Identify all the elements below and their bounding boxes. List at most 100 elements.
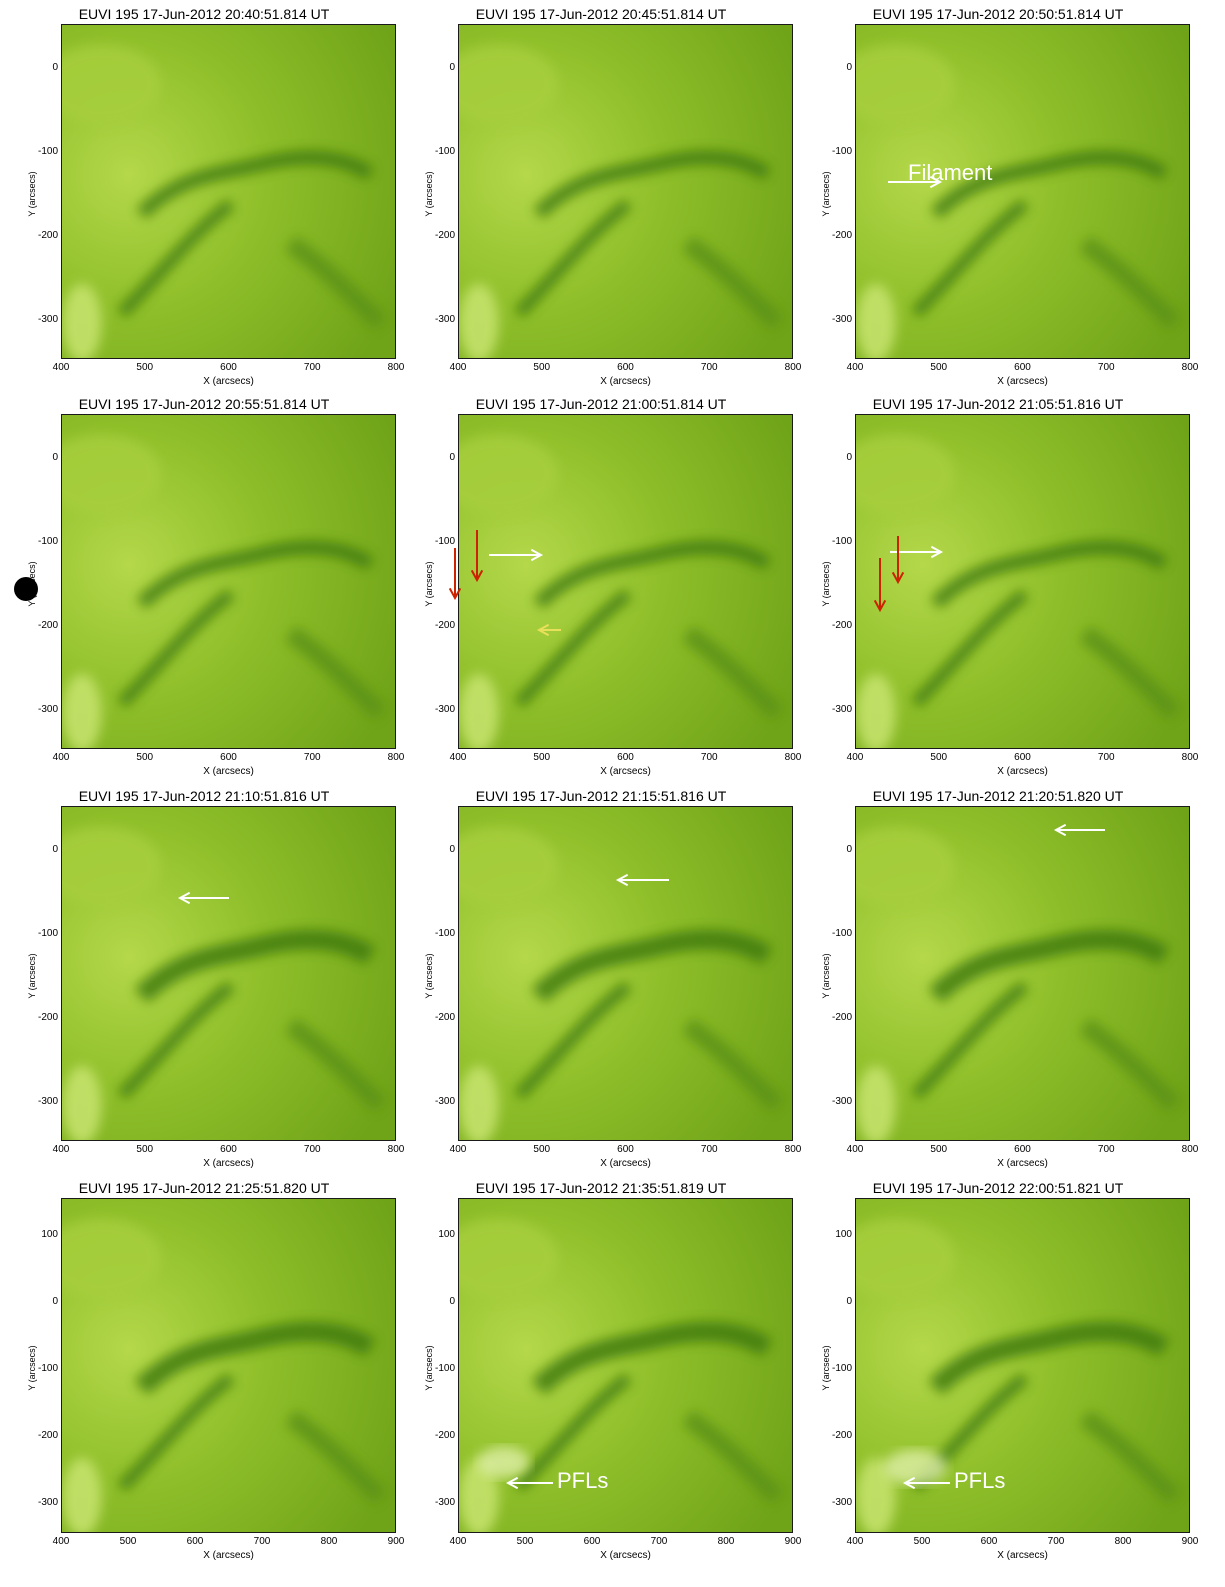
x-tick-label: 800 — [1114, 1536, 1132, 1547]
panel-title: EUVI 195 17-Jun-2012 21:20:51.820 UT — [872, 788, 1124, 804]
x-tick-label: 800 — [1181, 1144, 1199, 1155]
x-tick-label: 700 — [700, 752, 718, 763]
euvi-panel: EUVI 195 17-Jun-2012 21:20:51.820 UT 0 -1… — [808, 786, 1198, 1178]
y-axis-label: Y (arcsecs) — [27, 561, 37, 607]
y-tick-label: 0 — [846, 62, 852, 73]
x-tick-label: 700 — [700, 1144, 718, 1155]
y-tick-label: -300 — [37, 314, 58, 325]
euvi-panel: EUVI 195 17-Jun-2012 20:40:51.814 UT 0 -1… — [14, 4, 404, 396]
panel-title: EUVI 195 17-Jun-2012 21:25:51.820 UT — [78, 1180, 330, 1196]
y-tick-label: 0 — [846, 452, 852, 463]
solar-image — [61, 806, 396, 1141]
x-tick-label: 700 — [303, 362, 321, 373]
arrow-overlay — [873, 536, 944, 613]
x-tick-label: 400 — [449, 1144, 467, 1155]
x-tick-label: 700 — [700, 362, 718, 373]
x-tick-label: 500 — [533, 752, 551, 763]
euv-intensity-image — [856, 415, 1189, 748]
panel-title: EUVI 195 17-Jun-2012 22:00:51.821 UT — [872, 1180, 1124, 1196]
x-tick-label: 800 — [320, 1536, 338, 1547]
x-tick-label: 800 — [717, 1536, 735, 1547]
annotation-label: PFLs — [954, 1468, 1006, 1493]
white-arrow-icon — [177, 891, 229, 905]
x-axis-label: X (arcsecs) — [600, 766, 651, 777]
x-tick-label: 500 — [533, 1144, 551, 1155]
white-arrow-icon — [888, 175, 943, 189]
euv-intensity-image — [856, 25, 1189, 358]
red-arrow-icon — [891, 536, 905, 585]
x-tick-label: 500 — [533, 362, 551, 373]
euv-intensity-image — [856, 807, 1189, 1140]
y-tick-label: -300 — [831, 1096, 852, 1107]
x-axis-label: X (arcsecs) — [600, 1158, 651, 1169]
y-tick-label: 0 — [52, 844, 58, 855]
x-tick-label: 400 — [449, 362, 467, 373]
x-tick-label: 600 — [220, 1144, 237, 1155]
x-tick-label: 500 — [930, 1144, 948, 1155]
y-tick-label: -200 — [831, 1012, 852, 1023]
y-tick-label: -300 — [831, 704, 852, 715]
x-tick-label: 800 — [784, 1144, 802, 1155]
x-tick-label: 700 — [253, 1536, 271, 1547]
arrow-overlay — [888, 175, 943, 189]
x-axis-label: X (arcsecs) — [203, 376, 254, 387]
red-arrow-icon — [448, 548, 462, 601]
x-tick-label: 600 — [186, 1536, 204, 1547]
arrow-overlay — [615, 873, 669, 887]
x-tick-label: 500 — [913, 1536, 931, 1547]
euvi-panel: EUVI 195 17-Jun-2012 20:50:51.814 UT 0 -1… — [808, 4, 1198, 396]
y-tick-label: -100 — [434, 928, 455, 939]
y-tick-label: 0 — [449, 844, 455, 855]
x-tick-label: 900 — [1181, 1536, 1199, 1547]
x-tick-label: 400 — [846, 1536, 864, 1547]
x-tick-label: 800 — [784, 752, 802, 763]
panel-title: EUVI 195 17-Jun-2012 20:50:51.814 UT — [872, 6, 1124, 22]
y-tick-label: -100 — [831, 1363, 852, 1374]
arrow-overlay — [505, 1476, 553, 1490]
solar-image — [61, 1198, 396, 1533]
annotation-label: PFLs — [557, 1468, 609, 1493]
y-tick-label: -300 — [37, 1096, 58, 1107]
euv-intensity-image — [62, 807, 395, 1140]
y-tick-label: 0 — [846, 844, 852, 855]
x-tick-label: 400 — [52, 1536, 70, 1547]
y-tick-label: -100 — [434, 536, 455, 547]
y-tick-label: -200 — [434, 1012, 455, 1023]
white-arrow-icon — [902, 1476, 950, 1490]
x-tick-label: 400 — [449, 1536, 467, 1547]
panel-title: EUVI 195 17-Jun-2012 21:05:51.816 UT — [872, 396, 1124, 412]
x-tick-label: 400 — [846, 752, 864, 763]
x-tick-label: 800 — [387, 1144, 405, 1155]
x-tick-label: 900 — [784, 1536, 802, 1547]
euvi-panel: EUVI 195 17-Jun-2012 21:25:51.820 UT 100… — [14, 1178, 404, 1570]
y-tick-label: -200 — [831, 620, 852, 631]
x-tick-label: 600 — [617, 362, 634, 373]
x-tick-label: 600 — [980, 1536, 998, 1547]
euvi-panel: EUVI 195 17-Jun-2012 21:05:51.816 UT 0 -1… — [808, 394, 1198, 786]
euv-intensity-image — [856, 1199, 1189, 1532]
solar-image — [458, 24, 793, 359]
solar-image — [458, 1198, 793, 1533]
y-tick-label: 0 — [52, 62, 58, 73]
x-tick-label: 400 — [846, 362, 864, 373]
y-axis-label: Y (arcsecs) — [27, 1345, 37, 1391]
solar-image — [855, 806, 1190, 1141]
x-tick-label: 700 — [1097, 1144, 1115, 1155]
x-tick-label: 700 — [1097, 752, 1115, 763]
solar-image — [855, 24, 1190, 359]
euv-intensity-image — [459, 807, 792, 1140]
y-tick-label: 0 — [449, 1296, 455, 1307]
y-tick-label: -200 — [434, 230, 455, 241]
x-tick-label: 700 — [1097, 362, 1115, 373]
solar-image — [855, 414, 1190, 749]
x-axis-label: X (arcsecs) — [600, 376, 651, 387]
arrow-overlay — [448, 530, 561, 637]
x-tick-label: 600 — [220, 362, 237, 373]
x-tick-label: 700 — [303, 752, 321, 763]
solar-image — [458, 414, 793, 749]
red-arrow-icon — [873, 558, 887, 613]
y-tick-label: -100 — [831, 928, 852, 939]
panel-title: EUVI 195 17-Jun-2012 20:55:51.814 UT — [78, 396, 330, 412]
y-tick-label: -300 — [37, 704, 58, 715]
solar-image — [855, 1198, 1190, 1533]
